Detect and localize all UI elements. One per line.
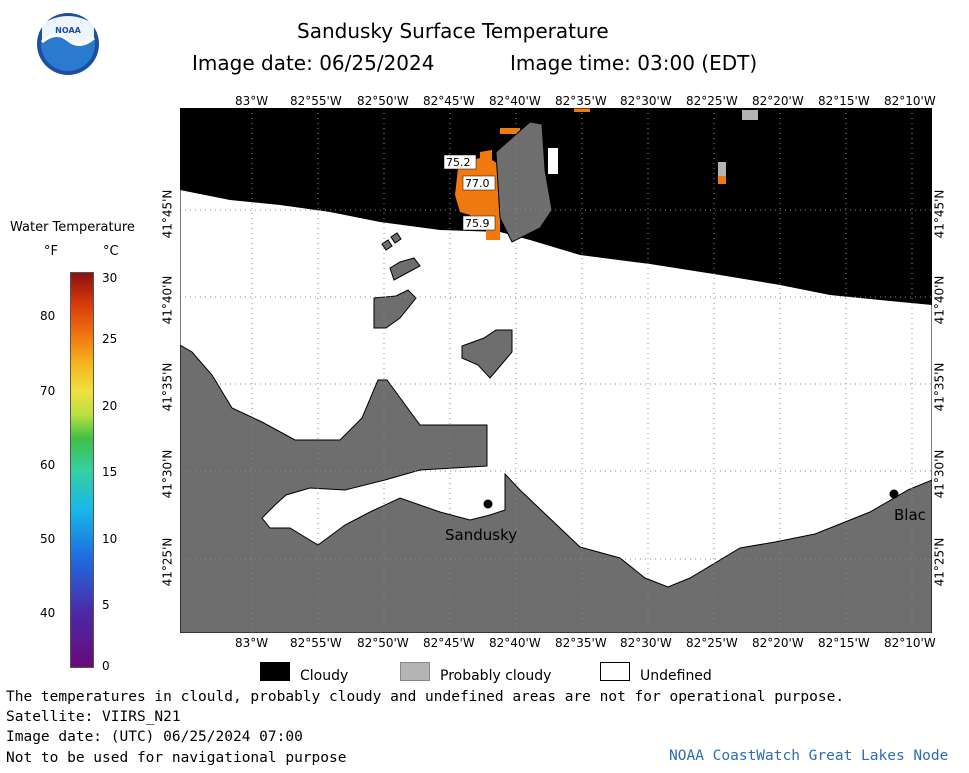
- probably-cloudy-1: [742, 110, 758, 120]
- lon-label-top-82-50w: 82°50'W: [357, 94, 409, 108]
- graticule: [180, 108, 932, 633]
- land-mainland: [180, 344, 932, 633]
- lon-label-top-82-20w: 82°20'W: [752, 94, 804, 108]
- lat-label-right-41-35n: 41°35'N: [932, 362, 947, 412]
- lon-label-top-82-30w: 82°30'W: [620, 94, 672, 108]
- lat-label-right-41-45n: 41°45'N: [932, 189, 947, 239]
- lon-label-bottom-83w: 83°W: [235, 636, 269, 650]
- c-tick-30: 30: [102, 271, 118, 285]
- legend-cloudy-label: Cloudy: [300, 668, 349, 684]
- legend-undefined-swatch: [600, 662, 630, 681]
- c-tick-25: 25: [102, 332, 118, 346]
- unit-celsius: °C: [103, 244, 119, 259]
- lat-label-left-41-30n: 41°30'N: [160, 449, 175, 499]
- blac-label: Blac: [894, 506, 926, 524]
- temp-label-1: 75.2: [446, 156, 471, 169]
- legend-undefined-label: Undefined: [640, 668, 712, 684]
- colorbar-title: Water Temperature: [10, 220, 135, 235]
- f-tick-70: 70: [40, 384, 56, 398]
- sandusky-marker: [483, 499, 493, 509]
- lat-label-left-41-40n: 41°40'N: [160, 275, 175, 325]
- logo-text: NOAA: [55, 26, 81, 35]
- lon-label-top-82-25w: 82°25'W: [686, 94, 738, 108]
- blac-marker: [889, 489, 899, 499]
- lat-label-left-41-25n: 41°25'N: [160, 537, 175, 587]
- lat-label-right-41-25n: 41°25'N: [932, 537, 947, 587]
- lon-label-bottom-82-20w: 82°20'W: [752, 636, 804, 650]
- island-pelee: [495, 121, 553, 243]
- f-tick-40: 40: [40, 606, 56, 620]
- image-time: Image time: 03:00 (EDT): [510, 51, 758, 75]
- page-title: Sandusky Surface Temperature: [297, 19, 609, 43]
- sst-map: 75.2 77.0 75.9 Sandusky Blac: [180, 108, 932, 633]
- f-tick-50: 50: [40, 532, 56, 546]
- temp-box-1: [443, 154, 477, 170]
- temp-label-2: 77.0: [465, 177, 490, 190]
- noaa-logo: NOAA: [37, 13, 99, 75]
- white-gap: [548, 148, 558, 174]
- lon-label-bottom-82-35w: 82°35'W: [555, 636, 607, 650]
- f-tick-80: 80: [40, 309, 56, 323]
- warm-water-dot: [718, 176, 726, 184]
- lon-label-bottom-82-55w: 82°55'W: [290, 636, 342, 650]
- cloud-mask: [180, 108, 932, 305]
- lon-label-top-83w: 83°W: [235, 94, 269, 108]
- probably-cloudy-2: [718, 162, 726, 176]
- lat-label-left-41-35n: 41°35'N: [160, 362, 175, 412]
- c-tick-0: 0: [102, 659, 110, 673]
- lon-label-bottom-82-15w: 82°15'W: [818, 636, 870, 650]
- lon-label-bottom-82-25w: 82°25'W: [686, 636, 738, 650]
- island-kelleys: [461, 329, 513, 379]
- f-tick-60: 60: [40, 458, 56, 472]
- navigation-warning: Not to be used for navigational purpose: [6, 750, 347, 766]
- lat-label-left-41-45n: 41°45'N: [160, 189, 175, 239]
- island-dot-2: [390, 232, 402, 244]
- lon-label-top-82-55w: 82°55'W: [290, 94, 342, 108]
- lon-label-top-82-10w: 82°10'W: [884, 94, 936, 108]
- lon-label-top-82-35w: 82°35'W: [555, 94, 607, 108]
- lat-label-right-41-40n: 41°40'N: [932, 275, 947, 325]
- disclaimer: The temperatures in clould, probably clo…: [6, 689, 845, 705]
- sandusky-label: Sandusky: [445, 526, 517, 544]
- legend-cloudy-swatch: [260, 662, 290, 681]
- lon-label-bottom-82-30w: 82°30'W: [620, 636, 672, 650]
- satellite-info: Satellite: VIIRS_N21: [6, 709, 181, 725]
- c-tick-20: 20: [102, 399, 118, 413]
- lon-label-top-82-15w: 82°15'W: [818, 94, 870, 108]
- island-tiny: [389, 257, 421, 281]
- island-dot-1: [381, 239, 393, 251]
- warm-water-top: [500, 128, 520, 134]
- lon-label-bottom-82-10w: 82°10'W: [884, 636, 936, 650]
- lon-label-top-82-45w: 82°45'W: [423, 94, 475, 108]
- lon-label-bottom-82-45w: 82°45'W: [423, 636, 475, 650]
- lat-label-right-41-30n: 41°30'N: [932, 449, 947, 499]
- legend-probably-cloudy-label: Probably cloudy: [440, 668, 552, 684]
- utc-date: Image date: (UTC) 06/25/2024 07:00: [6, 729, 303, 745]
- temp-box-3: [462, 215, 496, 231]
- image-date: Image date: 06/25/2024: [192, 51, 435, 75]
- coastwatch-node: NOAA CoastWatch Great Lakes Node: [669, 748, 949, 764]
- legend-probably-cloudy-swatch: [400, 662, 430, 681]
- lon-label-bottom-82-40w: 82°40'W: [489, 636, 541, 650]
- colorbar: [70, 272, 94, 668]
- c-tick-10: 10: [102, 532, 118, 546]
- unit-fahrenheit: °F: [44, 244, 58, 259]
- lon-label-bottom-82-50w: 82°50'W: [357, 636, 409, 650]
- c-tick-5: 5: [102, 598, 110, 612]
- c-tick-15: 15: [102, 465, 118, 479]
- warm-water-small: [574, 108, 590, 112]
- temp-label-3: 75.9: [465, 217, 490, 230]
- temp-box-2: [462, 175, 496, 191]
- lon-label-top-82-40w: 82°40'W: [489, 94, 541, 108]
